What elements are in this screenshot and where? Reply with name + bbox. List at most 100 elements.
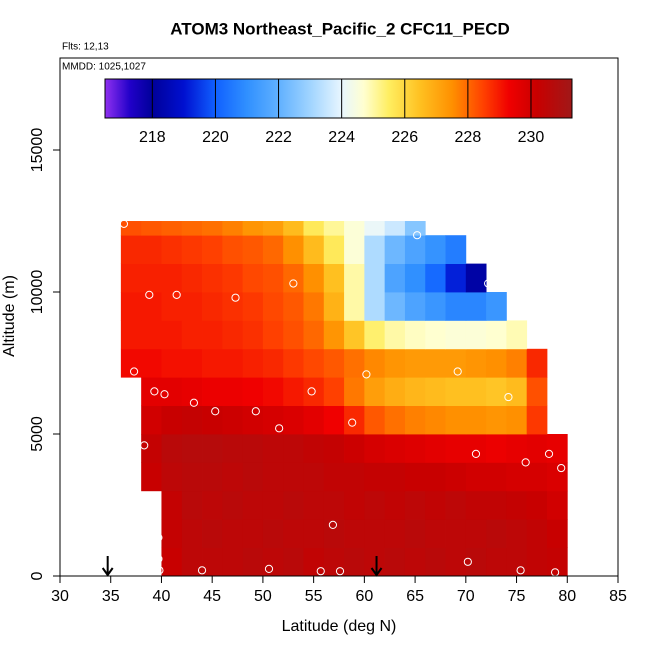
heat-cell — [222, 263, 244, 293]
heat-cell — [283, 434, 304, 463]
sample-point — [140, 441, 149, 450]
heat-cell — [445, 348, 467, 378]
heat-cell — [262, 377, 284, 407]
heat-cell — [344, 221, 365, 236]
heat-cell — [546, 519, 568, 549]
heat-cell — [404, 405, 426, 435]
heat-cell — [202, 263, 223, 293]
heat-cell — [344, 434, 365, 463]
heat-cell — [445, 434, 467, 463]
heat-cell — [141, 405, 162, 435]
heat-cell — [141, 434, 162, 463]
heat-cell — [465, 434, 487, 463]
sample-point — [160, 390, 169, 399]
heat-cell — [303, 434, 325, 463]
heat-cell — [303, 547, 325, 577]
heat-cell — [202, 547, 223, 577]
heat-cell — [262, 348, 284, 378]
heat-cell — [181, 221, 203, 236]
heat-cell — [242, 320, 264, 350]
colorbar-tick-label: 218 — [139, 129, 166, 146]
heat-cell — [141, 221, 162, 236]
y-tick-label: 5000 — [29, 416, 46, 452]
heat-cell — [384, 547, 406, 577]
heat-cell — [526, 348, 548, 378]
heat-cell — [303, 292, 325, 321]
heat-cell — [242, 292, 264, 321]
heat-cell — [404, 292, 426, 321]
heat-cell — [323, 320, 345, 350]
heat-cell — [404, 547, 426, 577]
heat-cell — [222, 519, 244, 549]
sample-point — [362, 370, 371, 379]
heat-cell — [181, 292, 203, 321]
heat-cell — [404, 263, 426, 293]
sample-point — [189, 398, 199, 407]
heat-cell — [181, 434, 203, 463]
heat-cell — [283, 320, 304, 350]
heat-cell — [445, 292, 467, 321]
heat-cell — [242, 462, 264, 492]
heat-cell — [384, 235, 406, 265]
heat-cell — [181, 519, 203, 549]
flights-note: Flts: 12,13 — [62, 42, 109, 53]
heat-cell — [344, 547, 365, 577]
heat-cell — [506, 462, 528, 492]
sample-point — [145, 290, 154, 299]
heat-cell — [506, 519, 528, 549]
heat-cell — [323, 235, 345, 265]
heat-cell — [323, 519, 345, 549]
heat-cell — [202, 348, 223, 378]
heat-cell — [425, 263, 446, 293]
heat-cell — [181, 263, 203, 293]
heat-cell — [506, 320, 528, 350]
heat-cell — [364, 292, 386, 321]
heat-cell — [242, 348, 264, 378]
heat-cell — [141, 377, 162, 407]
heat-cell — [202, 221, 223, 236]
sample-point — [197, 566, 207, 575]
heat-cell — [445, 405, 467, 435]
heat-cell — [465, 348, 487, 378]
heat-cell — [425, 519, 446, 549]
heat-cell — [445, 377, 467, 407]
colorbar-tick-label: 230 — [518, 129, 545, 146]
heat-cell — [323, 377, 345, 407]
heat-cell — [323, 405, 345, 435]
heat-cell — [445, 263, 467, 293]
heat-cell — [303, 235, 325, 265]
heat-cell — [181, 490, 203, 520]
heat-cell — [384, 434, 406, 463]
heat-cell — [486, 320, 507, 350]
sample-point — [289, 279, 298, 288]
heat-cell — [506, 377, 528, 407]
heat-cell — [364, 320, 386, 350]
heat-cell — [323, 221, 345, 236]
sample-point — [154, 533, 163, 542]
sample-point — [264, 564, 274, 574]
heat-cell — [242, 490, 264, 520]
heat-cell — [323, 348, 345, 378]
heat-cell — [242, 547, 264, 577]
heat-cell — [161, 320, 183, 350]
heat-cell — [425, 490, 446, 520]
arrow — [370, 556, 383, 577]
heat-cell — [465, 320, 487, 350]
heat-cell — [222, 405, 244, 435]
x-axis-label: Latitude (deg N) — [282, 618, 397, 635]
heat-cell — [283, 292, 304, 321]
heat-cell — [161, 490, 183, 520]
heat-cell — [445, 519, 467, 549]
sample-point — [119, 219, 129, 228]
colorbar — [104, 78, 573, 119]
sample-point — [348, 418, 357, 427]
y-tick-label: 15000 — [29, 128, 46, 173]
heat-cell — [161, 547, 183, 577]
heat-cell — [404, 221, 426, 236]
y-axis-label: Altitude (m) — [1, 275, 18, 357]
heat-cell — [384, 490, 406, 520]
heat-cell — [465, 547, 487, 577]
heat-cell — [202, 320, 223, 350]
sample-point — [328, 520, 338, 529]
heat-cell — [161, 263, 183, 293]
